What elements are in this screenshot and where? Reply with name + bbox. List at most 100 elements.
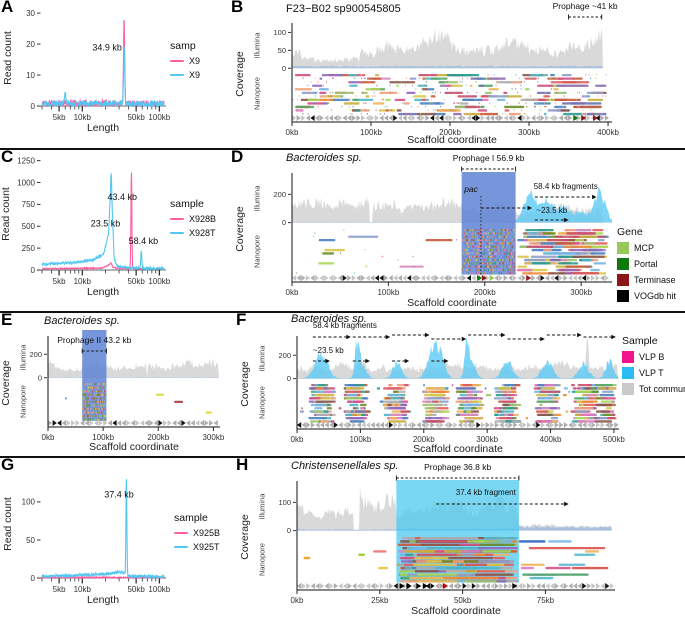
x-axis-label: Scaffold coordinate [407,134,497,146]
svg-text:43.4 kb: 43.4 kb [107,192,137,202]
legend-item-label: Portal [634,259,658,269]
svg-text:0kb: 0kb [291,435,304,444]
track-label-illumina: Illumina [252,185,262,212]
legend-item: Portal [617,258,676,270]
svg-text:0kb: 0kb [286,128,299,137]
svg-text:100kb: 100kb [92,433,114,442]
legend-title: samp [170,40,196,52]
panel-E: Prophage II 43.2 kb 0 200 0kb 100kb 200kb 300k… [0,310,235,457]
svg-text:100kb: 100kb [148,113,170,122]
svg-text:1000: 1000 [17,178,35,187]
legend-item-label: VOGdb hit [634,291,677,301]
panel-label: C [1,147,14,166]
legend-square-swatch [622,367,634,379]
x-axis-label: Length [86,286,120,298]
svg-text:200kb: 200kb [439,128,461,137]
svg-text:~23.5 kb: ~23.5 kb [536,206,567,215]
legend-item-label: Tot commun. [639,384,685,394]
legend-line-swatch [170,59,184,63]
x-axis-label: Scaffold coordinate [89,441,179,453]
legend-item-label: X928T [189,228,216,238]
x-axis-label: Length [86,122,120,134]
legend-item: X928B [170,214,216,224]
legend-item-label: MCP [634,243,654,253]
legend-title: sample [174,512,208,524]
panel-label: A [1,0,14,16]
track-label-nanopore: Nanopore [257,386,267,419]
svg-text:Prophage 36.8 kb: Prophage 36.8 kb [424,462,491,472]
svg-text:750: 750 [22,200,36,209]
legend-line-swatch [174,545,188,549]
legend-item: X9 [170,70,200,80]
svg-text:100: 100 [273,28,286,37]
svg-text:50kb: 50kb [127,277,145,286]
legend-item: X928T [170,228,216,238]
legend-line-swatch [170,217,184,221]
legend-item-label: VLP B [639,352,665,362]
legend-item-label: X925T [193,542,220,552]
svg-text:200: 200 [278,351,291,360]
legend-item: Tot commun. [622,383,685,395]
svg-text:Prophage ~41 kb: Prophage ~41 kb [553,1,618,11]
panel-label: F [236,310,247,329]
svg-text:10kb: 10kb [74,585,92,594]
panel-title: Bacteroides sp. [44,315,120,327]
y-axis-label: Coverage [0,360,12,406]
svg-text:Prophage I 56.9 kb: Prophage I 56.9 kb [453,153,525,163]
svg-text:Prophage II 43.2 kb: Prophage II 43.2 kb [57,335,131,345]
panel-B-plot: Prophage ~41 kb 0 50 100 0kb 100kb 200kb 300kb 4… [273,1,619,137]
legend-item-label: X9 [189,70,201,80]
panel-D-plot: Prophage I 56.9 kb pac 58.4 kb fragments ~2… [273,153,612,297]
svg-text:100kb: 100kb [148,585,170,594]
svg-text:50kb: 50kb [127,585,145,594]
panel-label: E [1,310,13,329]
svg-text:400kb: 400kb [540,435,562,444]
panel-H-plot: Prophage 36.8 kb 37.4 kb fragment 0 100 0kb 2… [278,462,615,605]
legend-item: MCP [617,242,676,254]
svg-text:50kb: 50kb [127,113,145,122]
panel-F-plot: 58.4 kb fragments ~23.5 kb 0 200 0kb 100kb 200… [278,321,625,444]
legend-sample: sample X928B X928T [170,198,216,242]
x-axis-label: Scaffold coordinate [407,297,497,309]
svg-text:200: 200 [29,350,42,359]
svg-text:100: 100 [278,498,291,507]
panel-A: 5kb 10kb 50kb 100kb 0 10 20 30 34.9 kb A Read co… [0,0,230,148]
legend-item-label: X925B [193,528,221,538]
svg-text:30: 30 [26,9,35,18]
panel-label: D [231,147,244,166]
legend-title: sample [170,198,204,210]
legend-item: VOGdb hit [617,290,676,302]
panel-B: Prophage ~41 kb 0 50 100 0kb 100kb 200kb 300kb 4… [230,0,685,148]
legend-item-label: VLP T [639,368,664,378]
legend-square-swatch [622,351,634,363]
track-label-nanopore: Nanopore [252,77,262,110]
legend-gene: Gene MCP Portal Terminase VOGdb hit [617,226,676,306]
svg-text:300kb: 300kb [476,435,498,444]
y-axis-label: Coverage [234,206,246,252]
panel-F: 58.4 kb fragments ~23.5 kb 0 200 0kb 100kb 200… [235,310,685,457]
svg-text:~23.5 kb: ~23.5 kb [313,346,344,355]
svg-text:58.4 kb fragments: 58.4 kb fragments [534,182,598,191]
svg-text:0kb: 0kb [286,288,299,297]
svg-text:100: 100 [22,498,36,507]
svg-text:0: 0 [282,218,286,227]
legend-sample: sample X925B X925T [174,512,220,556]
track-label-nanopore: Nanopore [257,543,267,576]
svg-text:58.4 kb: 58.4 kb [129,236,159,246]
svg-text:1250: 1250 [17,156,35,165]
track-label-nanopore: Nanopore [252,235,262,268]
row-divider-2 [0,311,685,313]
panel-E-plot: Prophage II 43.2 kb 0 200 0kb 100kb 200kb 300k… [29,330,225,442]
panel-D: Prophage I 56.9 kb pac 58.4 kb fragments ~2… [230,147,685,312]
svg-text:50kb: 50kb [454,596,472,605]
svg-text:0kb: 0kb [42,433,55,442]
legend-square-swatch [622,383,634,395]
svg-text:20: 20 [26,40,35,49]
legend-item-label: X928B [189,214,217,224]
svg-text:300kb: 300kb [518,128,540,137]
legend-line-swatch [174,531,188,535]
x-axis-label: Scaffold coordinate [413,443,503,455]
x-axis-label: Length [86,594,120,606]
legend-item-label: Terminase [634,275,676,285]
